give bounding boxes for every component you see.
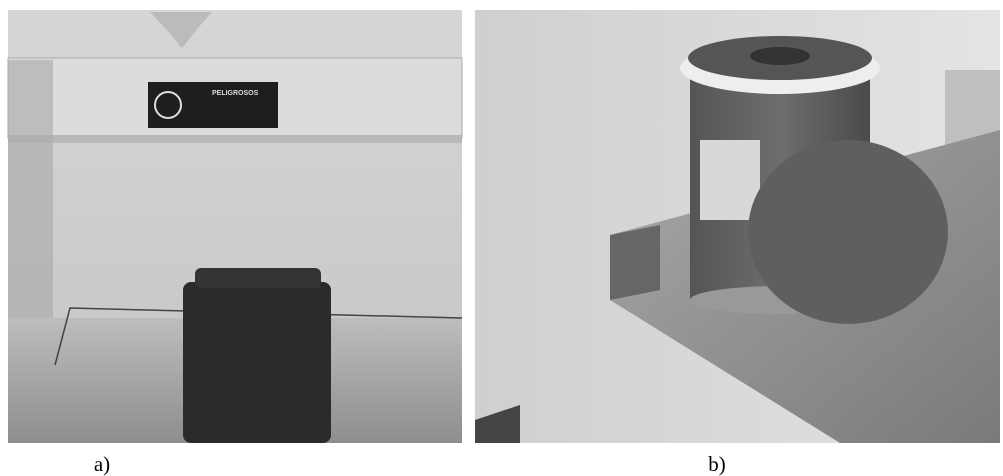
caption: a) [94,452,110,476]
biohazard-sign [148,82,278,128]
rail-edge [8,135,462,143]
trash-lid [195,268,321,288]
photo-b [475,10,1000,443]
cap-disc [748,140,948,324]
page: {"panels": [{"caption": "a)", "sign_text… [0,0,1003,476]
wall-shadow [8,60,53,335]
caption: b) [708,452,726,476]
photo-a: PELIGROSOS [8,10,462,443]
sign-text: PELIGROSOS [212,90,259,97]
figure: PELIGROSOS a) b) [0,0,1003,476]
trash-bin [183,282,331,443]
container-label [700,140,760,220]
lid-opening [750,47,810,65]
shelf-edge [610,225,660,300]
